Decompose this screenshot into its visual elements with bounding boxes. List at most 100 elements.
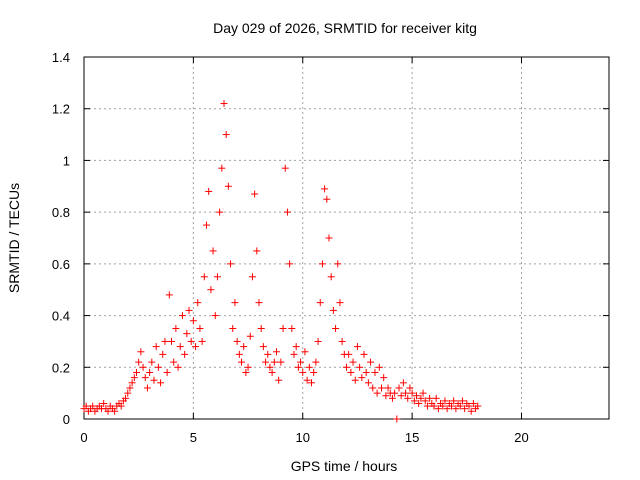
data-point	[135, 358, 143, 366]
data-point	[246, 332, 254, 340]
data-point	[209, 247, 217, 255]
data-point	[334, 260, 342, 268]
data-point	[423, 402, 431, 410]
data-point	[288, 325, 296, 332]
data-point	[297, 358, 305, 366]
data-point	[218, 164, 226, 172]
y-tick-label: 0.6	[52, 257, 70, 272]
data-point	[426, 394, 434, 402]
data-point	[467, 407, 475, 415]
data-point	[393, 415, 401, 423]
data-point	[404, 394, 412, 402]
data-point	[465, 402, 473, 410]
data-point	[351, 376, 359, 384]
data-point	[238, 358, 245, 366]
data-point	[253, 247, 261, 255]
data-point	[89, 402, 97, 410]
data-point	[384, 384, 392, 392]
data-point	[474, 402, 482, 410]
data-point	[358, 374, 366, 382]
data-point	[189, 317, 197, 325]
data-point	[380, 374, 388, 382]
data-point	[388, 394, 396, 402]
x-tick-label: 15	[405, 430, 419, 445]
data-point	[430, 402, 438, 410]
data-point	[192, 343, 200, 351]
data-point	[235, 350, 243, 358]
data-point	[391, 389, 399, 397]
data-points	[80, 100, 482, 423]
data-point	[224, 182, 232, 190]
data-point	[371, 368, 379, 376]
data-point	[410, 397, 418, 405]
data-point	[413, 392, 420, 400]
data-point	[417, 394, 425, 402]
data-point	[100, 399, 108, 407]
data-point	[264, 350, 272, 358]
data-point	[154, 363, 162, 371]
data-point	[349, 358, 357, 366]
data-point	[128, 379, 136, 387]
data-point	[240, 343, 248, 351]
x-axis-label: GPS time / hours	[291, 458, 398, 474]
data-point	[421, 397, 429, 405]
x-tick-label: 20	[514, 430, 528, 445]
data-point	[150, 376, 158, 384]
data-point	[448, 402, 455, 410]
data-point	[196, 325, 204, 332]
y-tick-label: 0.2	[52, 360, 70, 375]
data-point	[176, 343, 184, 351]
data-point	[172, 325, 180, 332]
data-point	[378, 384, 385, 392]
data-point	[402, 389, 410, 397]
data-point	[419, 389, 427, 397]
data-point	[143, 384, 151, 392]
data-point	[124, 389, 132, 397]
data-point	[242, 368, 250, 376]
data-point	[329, 306, 337, 314]
y-tick-label: 0.8	[52, 205, 70, 220]
data-point	[415, 399, 423, 407]
data-point	[205, 187, 213, 195]
data-point	[259, 343, 267, 351]
data-point	[82, 402, 90, 410]
data-point	[183, 330, 191, 338]
chart-title: Day 029 of 2026, SRMTID for receiver kit…	[213, 20, 477, 36]
data-point	[343, 363, 350, 371]
data-point	[360, 350, 368, 358]
data-point	[194, 299, 202, 307]
data-point	[168, 337, 175, 345]
data-point	[152, 343, 160, 351]
data-point	[310, 368, 318, 376]
data-point	[213, 273, 221, 281]
data-point	[270, 358, 278, 366]
data-point	[279, 325, 287, 332]
data-point	[262, 358, 270, 366]
y-axis-label: SRMTID / TECUs	[6, 183, 22, 293]
data-point	[362, 368, 370, 376]
data-point	[104, 407, 112, 415]
data-point	[382, 392, 390, 400]
y-tick-label: 0.4	[52, 309, 70, 324]
data-point	[148, 358, 156, 366]
data-point	[222, 131, 230, 139]
data-point	[157, 379, 165, 387]
data-point	[117, 402, 125, 410]
data-point	[325, 234, 333, 242]
data-point	[456, 402, 464, 410]
data-point	[161, 337, 169, 345]
data-point	[275, 376, 283, 384]
data-point	[345, 350, 353, 358]
grid	[84, 57, 609, 419]
data-point	[141, 374, 149, 382]
data-point	[443, 405, 451, 413]
data-point	[187, 337, 195, 345]
data-point	[139, 363, 147, 371]
data-point	[353, 343, 361, 351]
data-point	[327, 273, 335, 281]
data-point	[301, 348, 309, 356]
data-point	[137, 348, 145, 356]
data-point	[321, 185, 329, 193]
data-point	[198, 337, 206, 345]
